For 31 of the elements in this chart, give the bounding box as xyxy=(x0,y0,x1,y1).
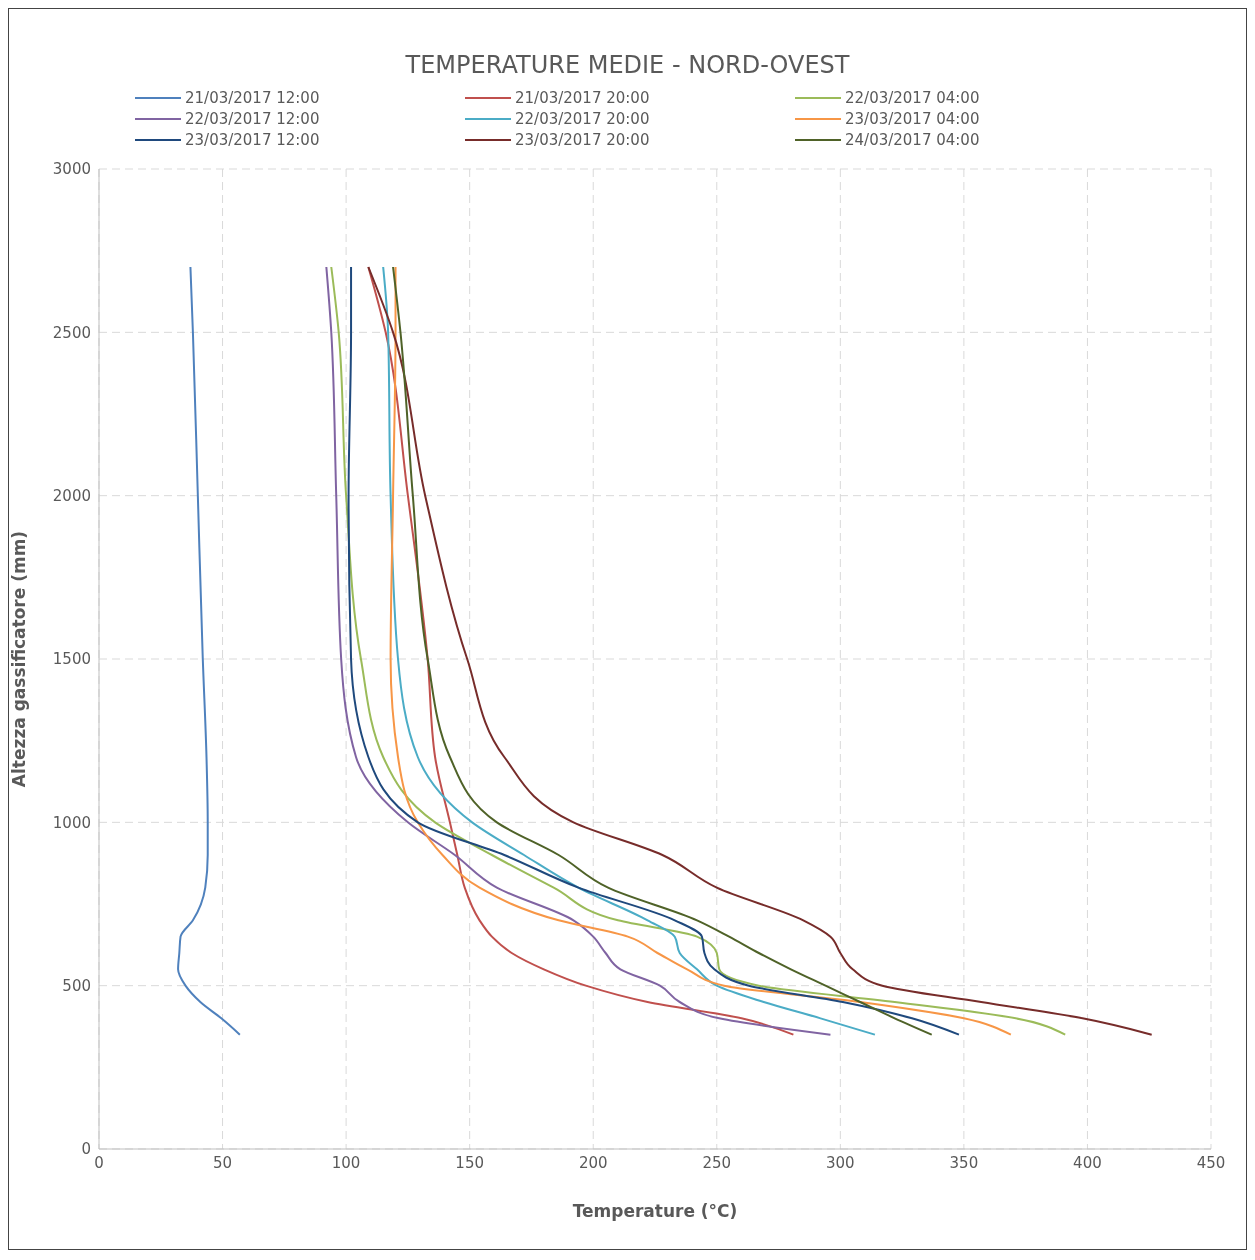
line-series xyxy=(177,266,241,1036)
y-tick-label: 2500 xyxy=(52,323,91,342)
y-tick-label: 2000 xyxy=(52,486,91,505)
x-tick-label: 0 xyxy=(94,1153,104,1172)
y-tick-label: 0 xyxy=(81,1140,91,1159)
y-tick-label: 1000 xyxy=(52,813,91,832)
x-tick-label: 200 xyxy=(578,1153,608,1172)
line-series xyxy=(325,266,832,1036)
y-axis-title: Altezza gassificatore (mm) xyxy=(9,530,30,788)
legend-label: 23/03/2017 20:00 xyxy=(515,131,650,149)
legend-label: 23/03/2017 12:00 xyxy=(185,131,320,149)
x-tick-label: 50 xyxy=(213,1153,233,1172)
legend-label: 22/03/2017 12:00 xyxy=(185,110,320,128)
x-tick-label: 100 xyxy=(331,1153,361,1172)
x-tick-label: 250 xyxy=(702,1153,732,1172)
x-tick-label: 450 xyxy=(1196,1153,1226,1172)
legend-label: 21/03/2017 12:00 xyxy=(185,89,320,107)
x-tick-label: 300 xyxy=(826,1153,855,1172)
legend-label: 22/03/2017 20:00 xyxy=(515,110,650,128)
legend-label: 23/03/2017 04:00 xyxy=(845,110,980,128)
x-tick-label: 400 xyxy=(1073,1153,1102,1172)
legend-label: 21/03/2017 20:00 xyxy=(515,89,650,107)
chart-title: TEMPERATURE MEDIE - NORD-OVEST xyxy=(404,50,851,79)
legend-label: 22/03/2017 04:00 xyxy=(845,89,980,107)
x-tick-label: 350 xyxy=(949,1153,979,1172)
y-tick-label: 500 xyxy=(62,976,91,995)
y-tick-label: 1500 xyxy=(52,650,91,669)
x-axis-title: Temperature (°C) xyxy=(572,1201,738,1221)
y-tick-label: 3000 xyxy=(52,160,91,179)
x-tick-label: 150 xyxy=(455,1153,484,1172)
legend-label: 24/03/2017 04:00 xyxy=(845,131,980,149)
